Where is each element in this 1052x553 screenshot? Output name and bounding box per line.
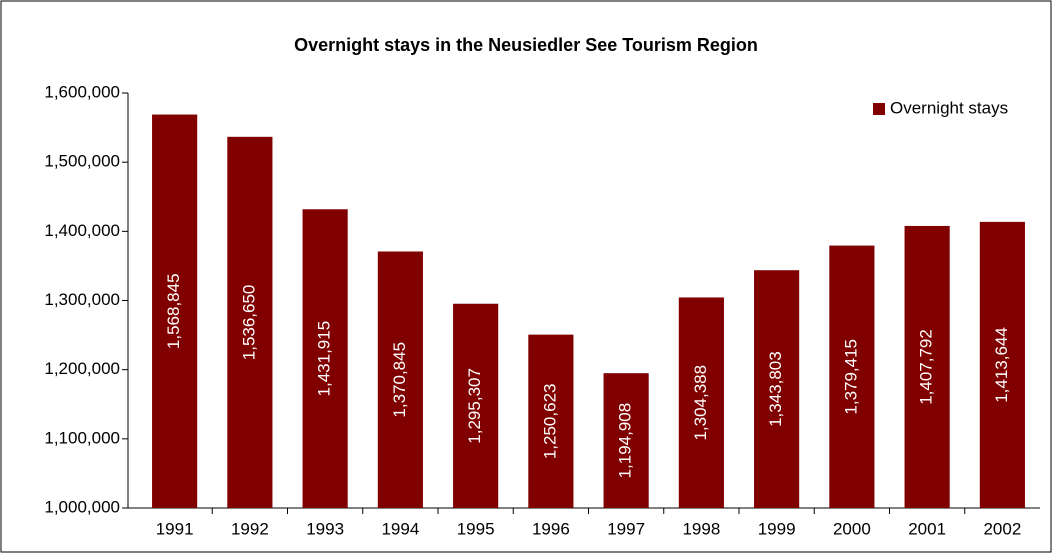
y-tick-label: 1,000,000 [44,497,120,516]
x-tick-label: 2000 [833,519,871,538]
x-tick-label: 1998 [682,519,720,538]
y-tick-label: 1,200,000 [44,359,120,378]
y-tick-label: 1,400,000 [44,221,120,240]
data-label: 1,431,915 [315,321,334,397]
y-tick-label: 1,100,000 [44,428,120,447]
data-label: 1,250,623 [540,384,559,460]
data-label: 1,295,307 [465,368,484,444]
data-label: 1,304,388 [691,365,710,441]
y-tick-label: 1,500,000 [44,152,120,171]
legend-label: Overnight stays [890,98,1008,117]
data-label: 1,379,415 [841,339,860,415]
bar [754,270,800,508]
bar [453,303,499,508]
bar [528,334,574,508]
x-tick-label: 1995 [457,519,495,538]
bar [227,136,273,508]
legend-swatch [873,103,885,115]
x-tick-label: 2001 [908,519,946,538]
data-label: 1,568,845 [164,273,183,349]
x-tick-label: 1999 [758,519,796,538]
x-tick-label: 1991 [156,519,194,538]
x-tick-label: 1994 [381,519,419,538]
data-label: 1,413,644 [992,327,1011,403]
chart-title: Overnight stays in the Neusiedler See To… [294,35,758,55]
y-tick-label: 1,600,000 [44,82,120,101]
bar [603,373,649,508]
bar [829,245,875,508]
bar [377,251,423,508]
data-label: 1,343,803 [766,351,785,427]
data-label: 1,194,908 [616,403,635,479]
y-tick-label: 1,300,000 [44,290,120,309]
bar [678,297,724,508]
x-tick-label: 1996 [532,519,570,538]
x-tick-label: 1992 [231,519,269,538]
bar [152,114,198,508]
data-label: 1,370,845 [390,342,409,418]
bar [302,209,348,508]
bar [979,221,1025,508]
bar [904,225,950,509]
x-tick-label: 2002 [983,519,1021,538]
data-label: 1,407,792 [917,329,936,405]
x-tick-label: 1993 [306,519,344,538]
x-tick-label: 1997 [607,519,645,538]
data-label: 1,536,650 [239,285,258,361]
